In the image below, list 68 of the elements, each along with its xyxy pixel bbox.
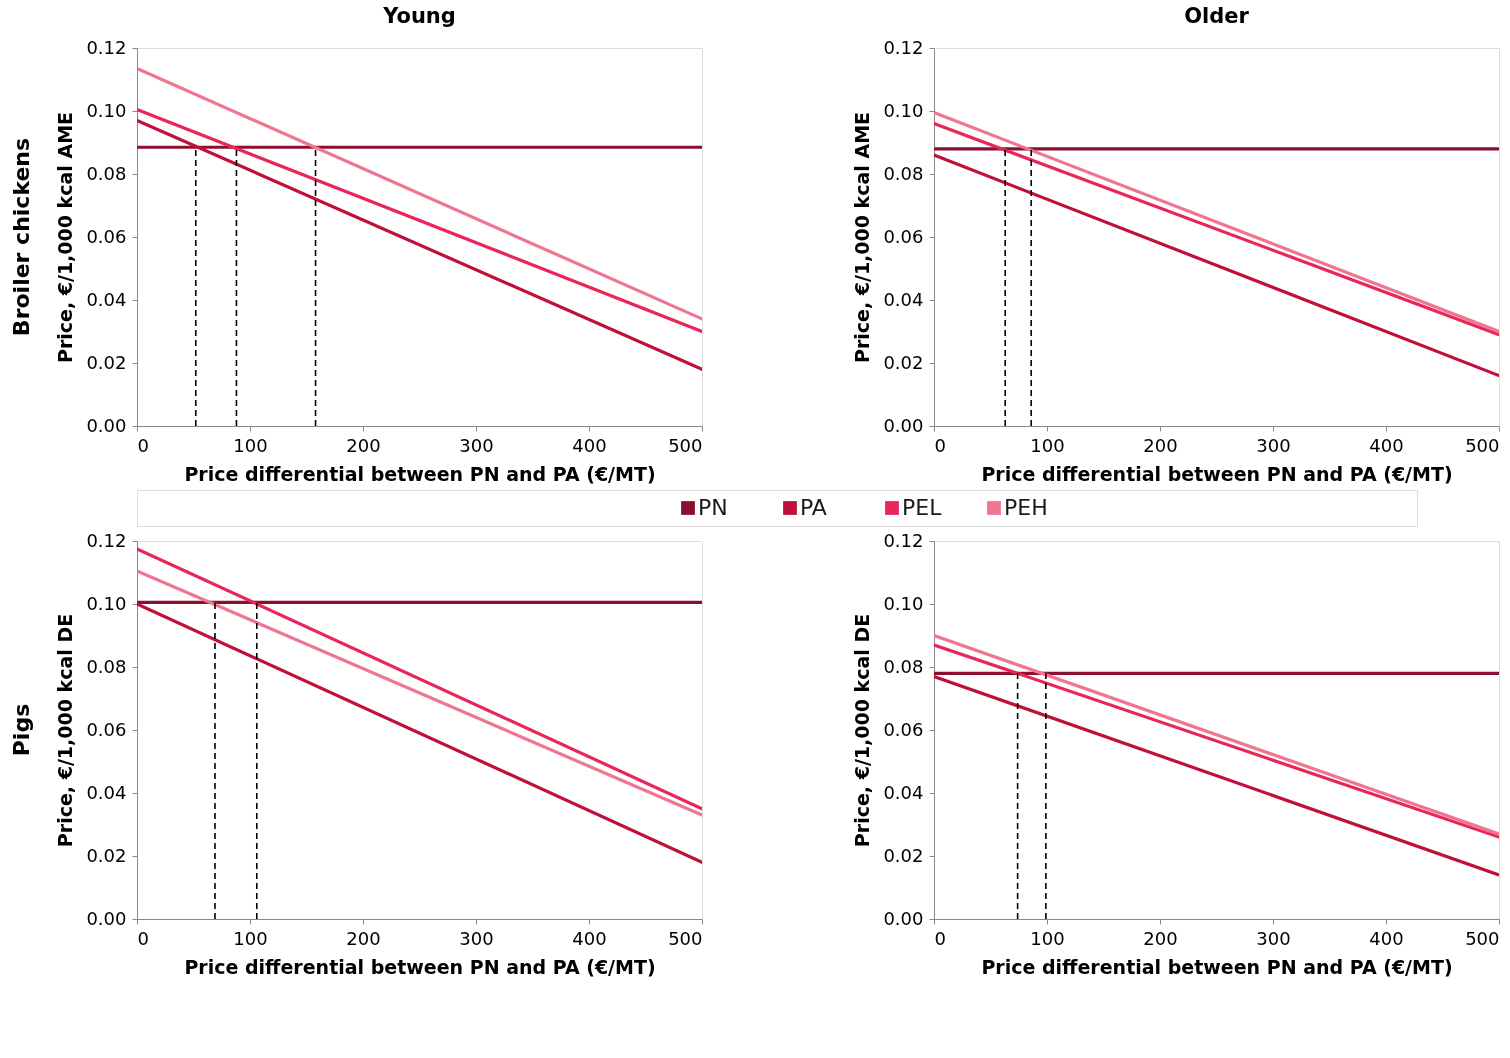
x-tick-label: 500 xyxy=(1465,434,1500,456)
x-tick-label: 100 xyxy=(233,434,268,456)
x-axis-title: Price differential between PN and PA (€/MT) xyxy=(184,462,656,485)
x-tick-label: 300 xyxy=(1256,927,1291,949)
x-tick-label: 200 xyxy=(346,927,381,949)
legend-label: PN xyxy=(698,495,728,520)
y-axis-title: Price, €/1,000 kcal DE xyxy=(54,613,77,848)
y-tick-label: 0.02 xyxy=(86,844,127,866)
x-tick-label: 0 xyxy=(934,927,946,949)
x-tick-label: 300 xyxy=(1256,434,1291,456)
y-tick-label: 0.12 xyxy=(883,36,924,58)
y-tick-label: 0.00 xyxy=(86,414,127,436)
y-tick-label: 0.06 xyxy=(883,225,924,247)
x-tick-label: 100 xyxy=(233,927,268,949)
text: Pigs xyxy=(9,703,34,757)
legend-label: PEL xyxy=(902,495,943,520)
y-tick-label: 0.10 xyxy=(86,99,127,121)
x-axis-title: Price differential between PN and PA (€/MT) xyxy=(981,462,1453,485)
legend-label: PA xyxy=(800,495,827,520)
chart-title: Older xyxy=(1184,4,1250,28)
chart-title: Young xyxy=(382,4,456,28)
x-tick-label: 500 xyxy=(668,434,703,456)
y-tick-label: 0.02 xyxy=(86,351,127,373)
x-tick-label: 0 xyxy=(137,434,149,456)
x-tick-label: 0 xyxy=(137,927,149,949)
y-tick-label: 0.06 xyxy=(86,225,127,247)
x-tick-label: 500 xyxy=(668,927,703,949)
x-tick-label: 100 xyxy=(1030,927,1065,949)
y-tick-label: 0.06 xyxy=(86,718,127,740)
x-tick-label: 400 xyxy=(572,927,607,949)
x-tick-label: 400 xyxy=(1369,434,1404,456)
y-tick-label: 0.08 xyxy=(86,655,127,677)
y-tick-label: 0.00 xyxy=(86,907,127,929)
x-tick-label: 300 xyxy=(459,434,494,456)
y-tick-label: 0.12 xyxy=(86,529,127,551)
y-tick-label: 0.08 xyxy=(86,162,127,184)
y-tick-label: 0.04 xyxy=(86,781,127,803)
x-tick-label: 400 xyxy=(572,434,607,456)
y-tick-label: 0.02 xyxy=(883,844,924,866)
y-tick-label: 0.10 xyxy=(883,592,924,614)
y-tick-label: 0.00 xyxy=(883,907,924,929)
x-axis-title: Price differential between PN and PA (€/MT) xyxy=(981,955,1453,978)
y-axis-title: Price, €/1,000 kcal AME xyxy=(851,111,874,364)
y-tick-label: 0.02 xyxy=(883,351,924,373)
x-tick-label: 200 xyxy=(346,434,381,456)
y-tick-label: 0.08 xyxy=(883,655,924,677)
y-tick-label: 0.10 xyxy=(86,592,127,614)
y-tick-label: 0.12 xyxy=(883,529,924,551)
y-axis-title: Price, €/1,000 kcal DE xyxy=(851,613,874,848)
y-tick-label: 0.06 xyxy=(883,718,924,740)
y-axis-title: Price, €/1,000 kcal AME xyxy=(54,111,77,364)
legend-label: PEH xyxy=(1004,495,1048,520)
x-axis-title: Price differential between PN and PA (€/MT) xyxy=(184,955,656,978)
y-tick-label: 0.10 xyxy=(883,99,924,121)
x-tick-label: 500 xyxy=(1465,927,1500,949)
x-tick-label: 200 xyxy=(1143,434,1178,456)
y-tick-label: 0.00 xyxy=(883,414,924,436)
y-tick-label: 0.04 xyxy=(883,781,924,803)
y-tick-label: 0.04 xyxy=(86,288,127,310)
x-tick-label: 200 xyxy=(1143,927,1178,949)
y-tick-label: 0.08 xyxy=(883,162,924,184)
text: Broiler chickens xyxy=(9,137,34,337)
x-tick-label: 400 xyxy=(1369,927,1404,949)
x-tick-label: 300 xyxy=(459,927,494,949)
x-tick-label: 0 xyxy=(934,434,946,456)
x-tick-label: 100 xyxy=(1030,434,1065,456)
y-tick-label: 0.04 xyxy=(883,288,924,310)
y-tick-label: 0.12 xyxy=(86,36,127,58)
